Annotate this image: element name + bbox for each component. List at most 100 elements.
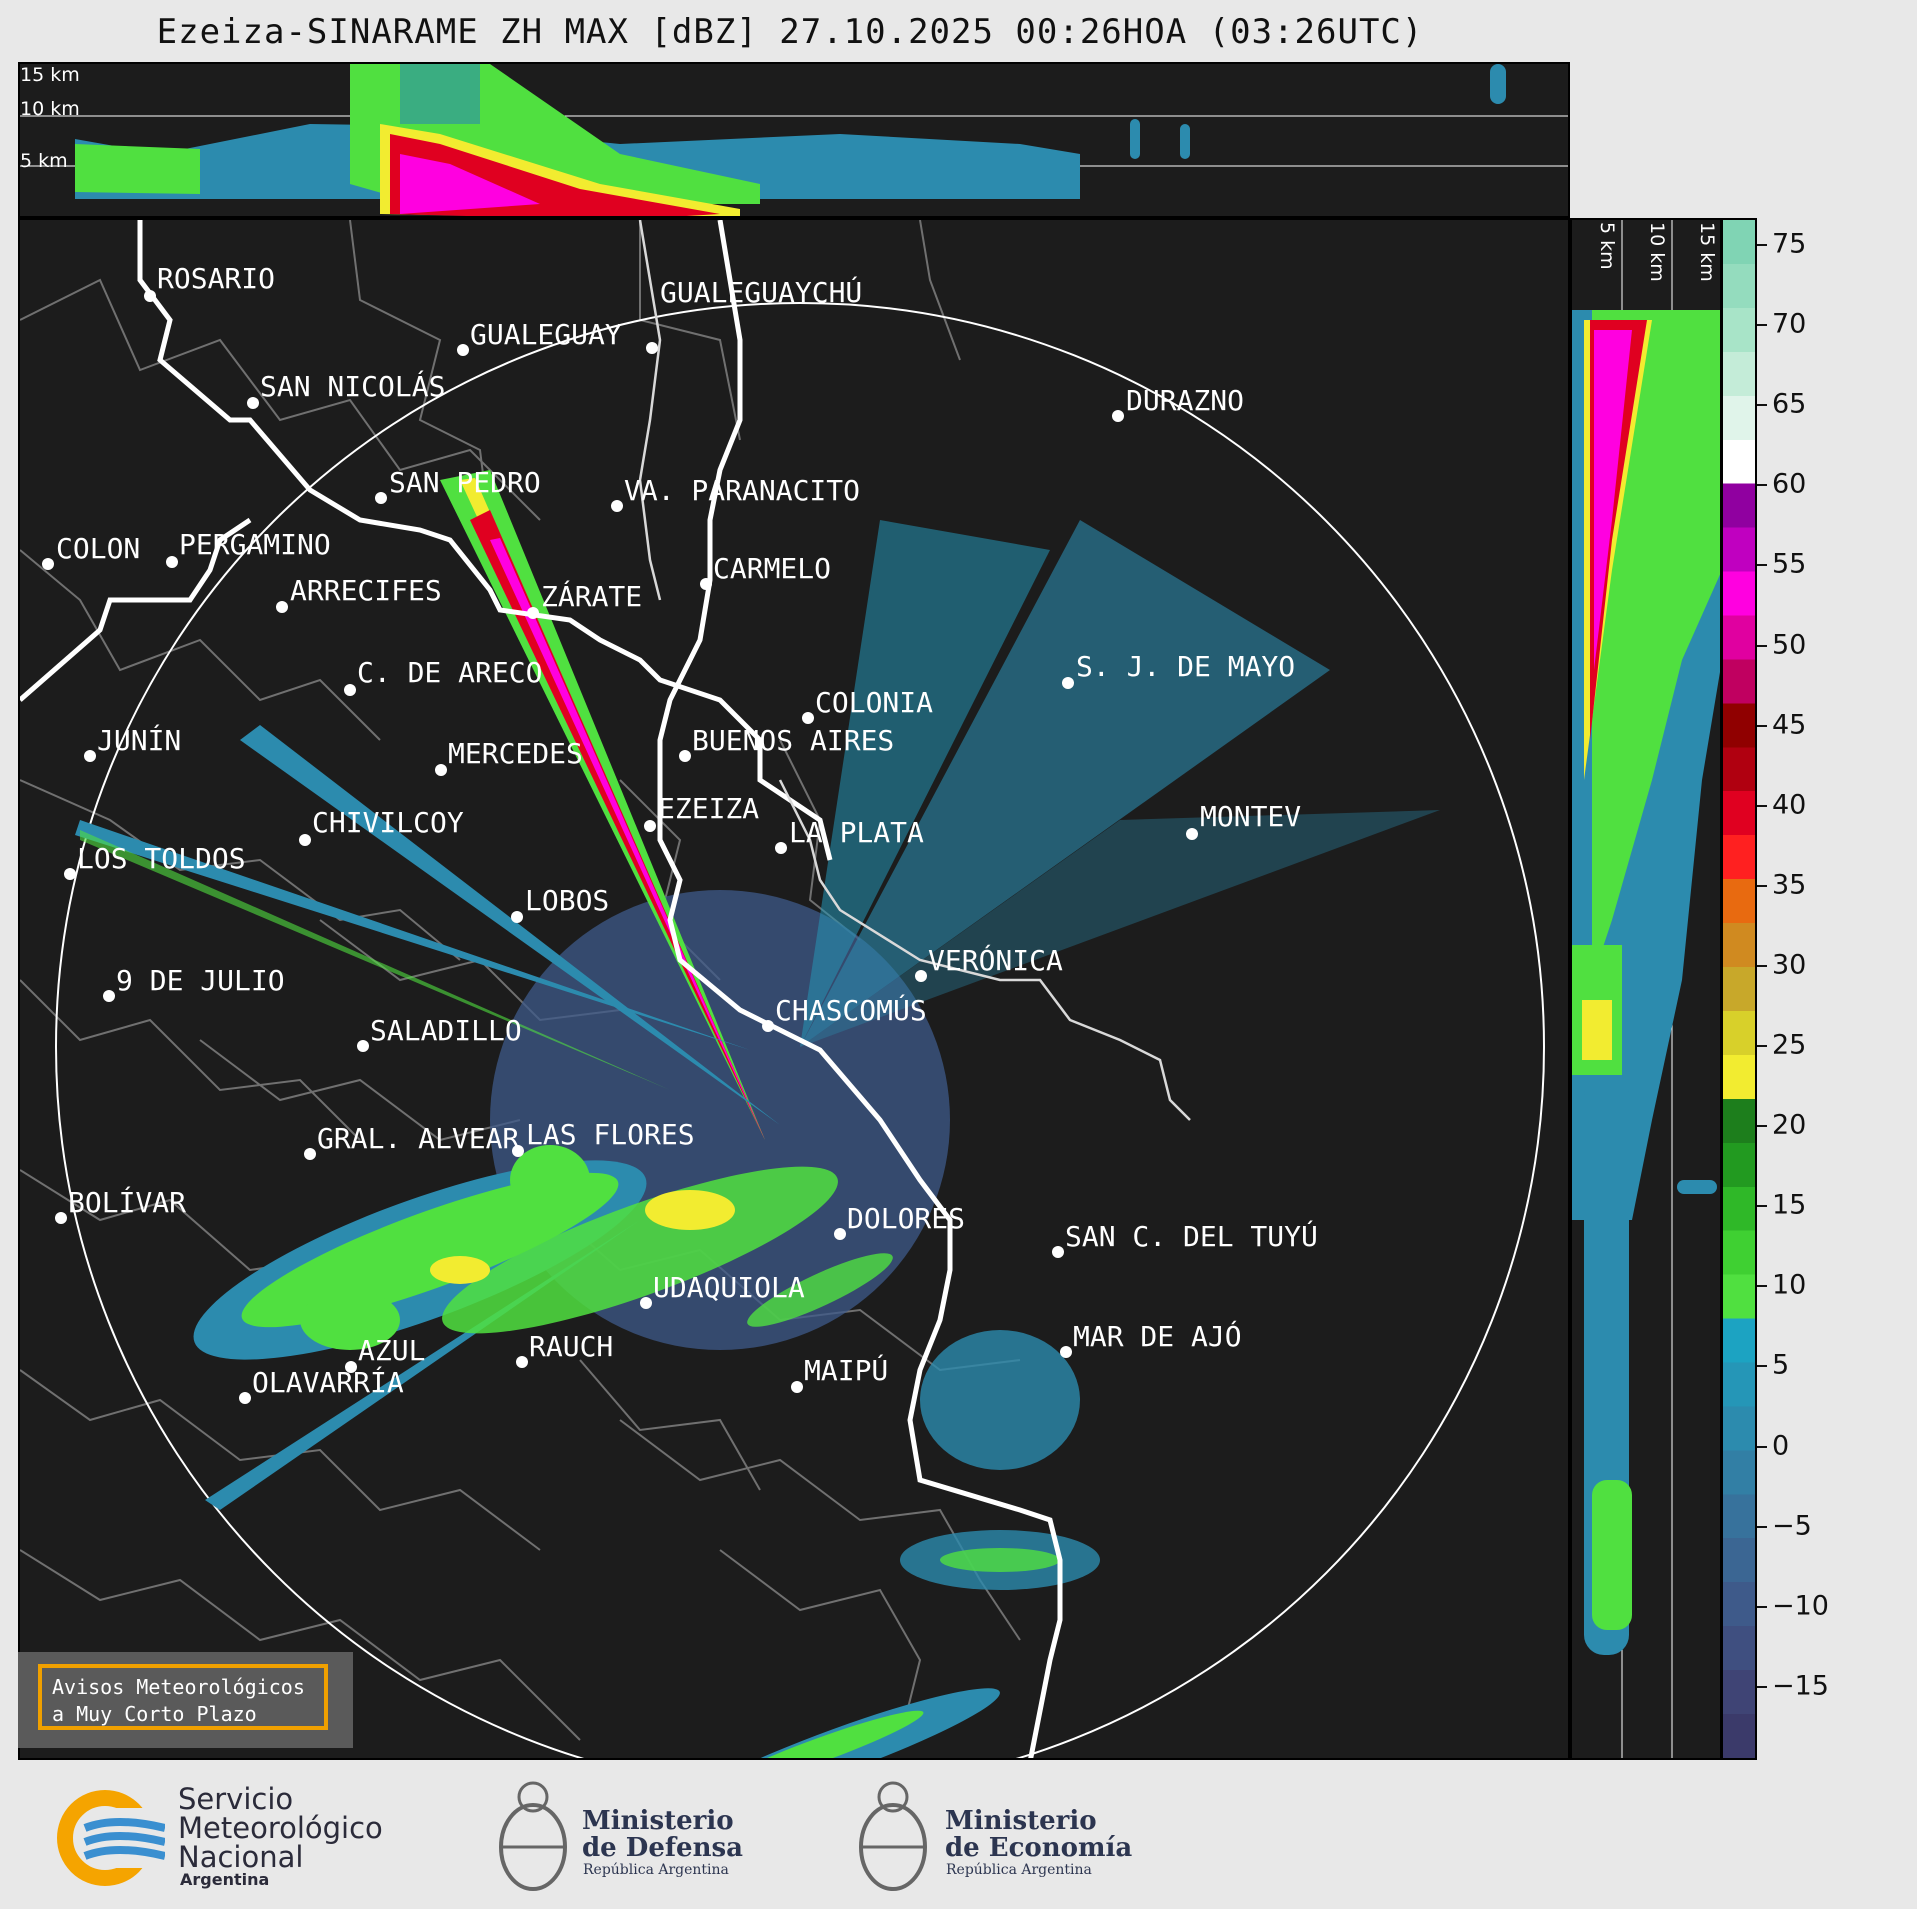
city-dot [640, 1297, 652, 1309]
city-label-sj-de-mayo: S. J. DE MAYO [1076, 650, 1296, 683]
city-label-c-de-areco: C. DE ARECO [357, 656, 543, 689]
colorbar-tick-label: 55 [1772, 548, 1807, 580]
city-label-dolores: DOLORES [847, 1202, 966, 1235]
colorbar-tick [1757, 1525, 1767, 1528]
city-dot [144, 290, 156, 302]
city-dot [457, 344, 469, 356]
warnings-badge-line2: a Muy Corto Plazo [52, 1702, 257, 1726]
right-altitude-label-15km: 15 km [1696, 222, 1718, 282]
city-dot [64, 868, 76, 880]
colorbar-tick-label: 20 [1772, 1109, 1807, 1141]
colorbar-tick-label: 35 [1772, 869, 1807, 901]
city-dot [802, 712, 814, 724]
city-label-mercedes: MERCEDES [448, 737, 583, 770]
colorbar-tick-label: 70 [1772, 308, 1807, 340]
city-label-los-toldos: LOS TOLDOS [77, 842, 246, 875]
city-label-san-pedro: SAN PEDRO [389, 466, 541, 499]
colorbar-tick [1757, 1445, 1767, 1448]
city-dot [166, 556, 178, 568]
altitude-label-10km: 10 km [20, 98, 80, 120]
city-dot [299, 834, 311, 846]
colorbar-tick [1757, 1285, 1767, 1288]
city-label-udaquiola: UDAQUIOLA [653, 1271, 805, 1304]
colorbar-tick [1757, 1125, 1767, 1128]
colorbar-tick [1757, 324, 1767, 327]
coat-of-arms-icon [499, 1781, 567, 1891]
colorbar-tick [1757, 1685, 1767, 1688]
city-dot [103, 990, 115, 1002]
city-label-colonia: COLONIA [815, 686, 934, 719]
colorbar-tick-label: 45 [1772, 709, 1807, 741]
radar-map[interactable]: ROSARIO GUALEGUAYCHÚ GUALEGUAY SAN NICOL… [18, 218, 1570, 1760]
top-cross-section-echoes [20, 64, 1568, 216]
city-label-zarate: ZÁRATE [541, 580, 643, 613]
colorbar-tick [1757, 244, 1767, 246]
colorbar-tick-label: 10 [1772, 1269, 1807, 1301]
colorbar-tick [1757, 724, 1767, 727]
city-label-mar-de-ajo: MAR DE AJÓ [1073, 1320, 1242, 1353]
city-label-bolivar: BOLÍVAR [68, 1186, 187, 1219]
right-cross-section-echoes [1572, 220, 1720, 1758]
colorbar-tick-label: 5 [1772, 1349, 1790, 1381]
city-dot [679, 750, 691, 762]
map-title: Ezeiza-SINARAME ZH MAX [dBZ] 27.10.2025 … [156, 12, 1424, 52]
colorbar-tick [1757, 804, 1767, 807]
smn-logo-icon [57, 1790, 165, 1886]
city-label-azul: AZUL [358, 1334, 426, 1367]
city-label-va-paranacito: VA. PARANACITO [624, 474, 861, 507]
city-dot [435, 764, 447, 776]
warnings-badge-frame: Avisos Meteorológicos a Muy Corto Plazo [38, 1664, 328, 1730]
city-label-buenos-aires: BUENOS AIRES [692, 724, 895, 757]
city-dot [239, 1392, 251, 1404]
right-cross-section-panel: 5 km 10 km 15 km [1570, 218, 1722, 1760]
colorbar-tick [1757, 1605, 1767, 1608]
colorbar-tick [1757, 564, 1767, 567]
city-dot [84, 750, 96, 762]
city-label-rauch: RAUCH [529, 1330, 614, 1363]
colorbar-tick-label: −10 [1772, 1590, 1829, 1622]
city-dot [762, 1020, 774, 1032]
colorbar-tick-label: −15 [1772, 1670, 1829, 1702]
city-label-saladillo: SALADILLO [370, 1014, 522, 1047]
smn-country: Argentina [180, 1870, 270, 1889]
right-altitude-label-5km: 5 km [1596, 222, 1618, 270]
secondary-rivers [638, 220, 1191, 1121]
city-label-ezeiza: EZEIZA [658, 792, 760, 825]
city-dot [834, 1228, 846, 1240]
city-label-maipu: MAIPÚ [804, 1354, 889, 1387]
city-dot [646, 342, 658, 354]
city-dot [791, 1381, 803, 1393]
colorbar-tick-label: 60 [1772, 468, 1807, 500]
colorbar-tick [1757, 1205, 1767, 1208]
city-dot [357, 1040, 369, 1052]
radar-map-layers [20, 220, 1545, 1758]
city-dot [644, 820, 656, 832]
colorbar-tick [1757, 884, 1767, 887]
city-label-gualeguay: GUALEGUAY [470, 318, 622, 351]
ministerio-economia-country: República Argentina [946, 1862, 1092, 1878]
radar-echoes [75, 470, 1440, 1758]
city-dot [304, 1148, 316, 1160]
city-dot [1060, 1346, 1072, 1358]
city-dot [611, 500, 623, 512]
city-label-chascomus: CHASCOMÚS [775, 994, 927, 1027]
city-dot [516, 1356, 528, 1368]
colorbar-tick [1757, 1365, 1767, 1368]
city-label-arrecifes: ARRECIFES [290, 574, 442, 607]
city-dot [344, 684, 356, 696]
city-label-las-flores: LAS FLORES [526, 1118, 695, 1151]
city-dot [42, 558, 54, 570]
city-label-gualeguaychu: GUALEGUAYCHÚ [660, 276, 863, 309]
rivers-and-coast [20, 220, 1063, 1758]
city-dot [247, 397, 259, 409]
city-label-rosario: ROSARIO [157, 262, 276, 295]
warnings-badge[interactable]: Avisos Meteorológicos a Muy Corto Plazo [18, 1652, 353, 1748]
smn-name: Servicio Meteorológico Nacional [178, 1782, 383, 1874]
city-dot [915, 970, 927, 982]
ministerio-economia-name: Ministerio de Economía [945, 1806, 1133, 1863]
city-label-lobos: LOBOS [525, 884, 610, 917]
city-label-san-c-del-tuyu: SAN C. DEL TUYÚ [1065, 1220, 1318, 1253]
city-label-san-nicolas: SAN NICOLÁS [260, 370, 446, 403]
city-dot [276, 601, 288, 613]
colorbar-tick-label: 15 [1772, 1189, 1807, 1221]
